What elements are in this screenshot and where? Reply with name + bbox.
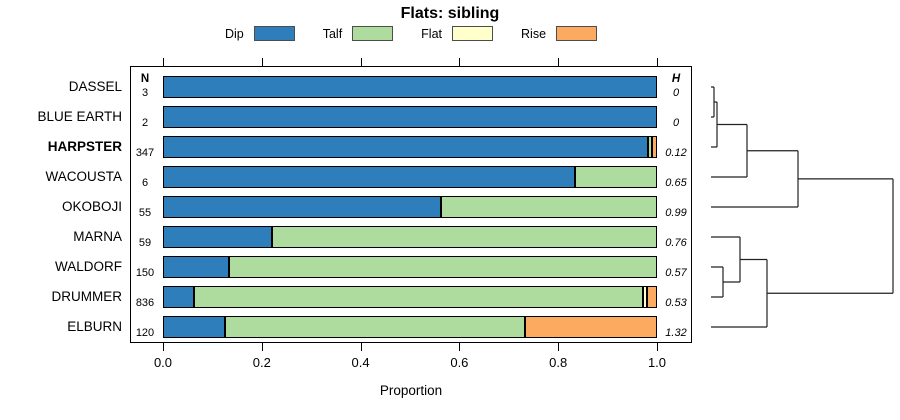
legend-item-flat: Flat	[421, 26, 494, 41]
row-label: WACOUSTA	[45, 169, 123, 184]
bar-segment-talf	[441, 196, 657, 218]
row-h-value: 1.32	[665, 327, 687, 339]
bottom-axis-tick	[261, 343, 263, 351]
legend: Dip Talf Flat Rise	[130, 26, 692, 41]
legend-swatch-icon	[352, 26, 394, 41]
chart-title: Flats: sibling	[400, 5, 500, 22]
h-column-header: H	[671, 73, 681, 85]
bar-segment-dip	[163, 256, 229, 278]
plot-area	[130, 66, 692, 343]
legend-item-talf: Talf	[322, 26, 394, 41]
row-h-value: 0	[672, 87, 680, 99]
top-axis-tick	[261, 58, 263, 66]
row-label: ELBURN	[67, 319, 122, 334]
row-label: DRUMMER	[51, 289, 123, 304]
bar-segment-dip	[163, 106, 657, 128]
row-h-value: 0.53	[665, 297, 687, 309]
row-h-value: 0.76	[665, 237, 687, 249]
row-n-value: 6	[141, 177, 149, 189]
row-h-value: 0.57	[665, 267, 687, 279]
row-n-value: 3	[141, 87, 149, 99]
legend-item-rise: Rise	[521, 26, 598, 41]
row-h-value: 0.99	[665, 207, 687, 219]
x-tick-label: 0.6	[450, 355, 469, 370]
bottom-axis-tick	[657, 343, 658, 351]
stacked-bar	[163, 76, 657, 98]
top-axis-tick	[459, 58, 461, 66]
row-label: DASSEL	[68, 79, 122, 94]
bar-segment-dip	[163, 136, 649, 158]
legend-label: Dip	[224, 26, 244, 41]
bar-segment-rise	[647, 286, 657, 308]
row-label: WALDORF	[55, 259, 122, 274]
bar-segment-dip	[163, 166, 575, 188]
bar-segment-talf	[224, 316, 526, 338]
legend-swatch-icon	[452, 26, 494, 41]
legend-label: Flat	[421, 26, 443, 41]
bottom-axis-tick	[558, 343, 560, 351]
stacked-bar	[163, 106, 657, 128]
stacked-bar	[163, 316, 657, 338]
bar-segment-rise	[652, 136, 657, 158]
stacked-bar	[163, 166, 657, 188]
x-tick-label: 0.0	[153, 355, 173, 370]
bar-segment-talf	[228, 256, 657, 278]
stacked-bar	[163, 226, 657, 248]
legend-swatch-icon	[253, 26, 295, 41]
bar-segment-talf	[648, 136, 653, 158]
row-n-value: 2	[141, 117, 149, 129]
bottom-axis-tick	[459, 343, 461, 351]
stacked-bar	[163, 196, 657, 218]
bar-segment-dip	[163, 196, 442, 218]
x-tick-label: 0.2	[252, 355, 271, 370]
x-tick-label: 1.0	[647, 355, 667, 370]
legend-swatch-icon	[556, 26, 598, 41]
stacked-bar	[163, 286, 657, 308]
legend-label: Rise	[521, 26, 547, 41]
bottom-axis-tick	[163, 343, 164, 351]
bar-segment-rise	[525, 316, 657, 338]
row-n-value: 836	[135, 297, 155, 309]
row-n-value: 120	[135, 327, 155, 339]
bar-segment-talf	[574, 166, 657, 188]
row-h-value: 0	[672, 117, 680, 129]
x-tick-label: 0.4	[351, 355, 370, 370]
bar-segment-dip	[163, 76, 657, 98]
row-label: HARPSTER	[47, 139, 122, 154]
bar-segment-dip	[163, 316, 225, 338]
top-axis-tick	[657, 58, 658, 66]
bar-segment-flat	[642, 286, 648, 308]
bottom-axis-tick	[360, 343, 362, 351]
stacked-bar	[163, 136, 657, 158]
row-label: OKOBOJI	[61, 199, 122, 214]
bar-segment-talf	[194, 286, 643, 308]
bar-segment-talf	[271, 226, 657, 248]
x-axis-label: Proportion	[379, 383, 443, 398]
legend-label: Talf	[322, 26, 343, 41]
bar-segment-dip	[163, 226, 272, 248]
dendrogram-lines	[711, 86, 894, 328]
top-axis-tick	[163, 58, 164, 66]
top-axis-tick	[360, 58, 362, 66]
row-h-value: 0.65	[665, 177, 687, 189]
row-n-value: 55	[138, 207, 152, 219]
bar-segment-dip	[163, 286, 195, 308]
row-label: BLUE EARTH	[37, 109, 122, 124]
x-tick-label: 0.8	[549, 355, 568, 370]
stacked-bar	[163, 256, 657, 278]
row-n-value: 347	[135, 147, 155, 159]
row-label: MARNA	[73, 229, 122, 244]
row-n-value: 150	[135, 267, 155, 279]
row-n-value: 59	[138, 237, 152, 249]
n-column-header: N	[140, 73, 150, 85]
top-axis-tick	[558, 58, 560, 66]
legend-item-dip: Dip	[225, 26, 295, 41]
row-h-value: 0.12	[665, 147, 687, 159]
